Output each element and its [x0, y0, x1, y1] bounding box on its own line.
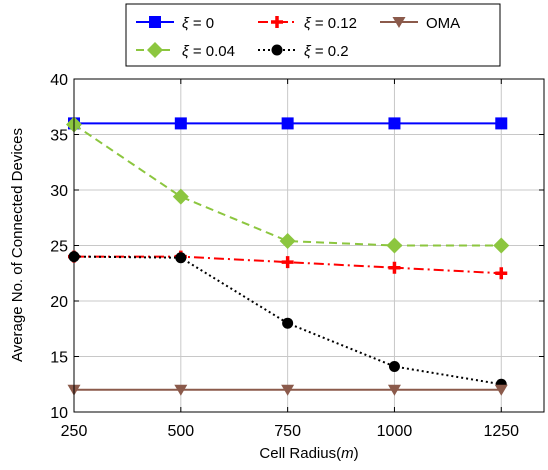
legend-label-text: OMA [426, 15, 460, 32]
legend-label-text: = 0 [189, 15, 214, 32]
legend-label: ξ = 0.2 [304, 43, 349, 60]
y-tick-label: 40 [50, 72, 68, 89]
y-tick-label: 15 [50, 350, 68, 367]
legend-box [125, 3, 501, 67]
series-line-3 [73, 255, 502, 386]
data-point [281, 117, 294, 130]
data-point [495, 267, 508, 280]
data-point [388, 360, 400, 372]
data-point [279, 233, 296, 250]
legend-marker [271, 44, 283, 56]
legend-label: OMA [426, 15, 460, 32]
y-axis-label: Average No. of Connected Devices [9, 128, 26, 362]
grid-lines [74, 79, 544, 412]
legend-label-symbol: ξ [304, 15, 312, 32]
data-point [282, 317, 294, 329]
legend-marker [271, 16, 283, 28]
x-tick-label: 500 [167, 423, 194, 440]
legend-marker [149, 16, 161, 28]
y-tick-label: 30 [50, 183, 68, 200]
data-point [174, 384, 188, 396]
legend-label-symbol: ξ [182, 43, 190, 60]
axis-ticks: 250 500 750 1000 1250 10 15 20 25 30 35 40 [50, 72, 544, 440]
data-point [281, 256, 294, 269]
data-point [495, 117, 508, 130]
x-tick-label: 250 [61, 423, 88, 440]
x-axis-label-unit: m [341, 445, 354, 462]
x-axis-label-text: Cell Radius( [259, 445, 341, 462]
data-point [387, 384, 401, 396]
y-tick-label: 25 [50, 239, 68, 256]
y-tick-label: 20 [50, 294, 68, 311]
x-axis-label-close: ) [354, 445, 359, 462]
data-point [172, 188, 189, 205]
legend-label-text: = 0.04 [189, 43, 235, 60]
x-tick-label: 1250 [483, 423, 519, 440]
data-point [175, 252, 187, 264]
x-tick-label: 750 [274, 423, 301, 440]
legend-label: ξ = 0.12 [304, 15, 357, 32]
data-point [388, 261, 401, 274]
series-line-1 [73, 123, 502, 247]
legend-marker [147, 42, 163, 58]
legend-marker [392, 17, 406, 28]
legend-label-symbol: ξ [304, 43, 312, 60]
legend-label-text: = 0.2 [311, 43, 349, 60]
legend-label: ξ = 0.04 [182, 43, 235, 60]
legend-label: ξ = 0 [182, 15, 214, 32]
y-tick-label: 10 [50, 405, 68, 422]
data-point [174, 117, 187, 130]
y-tick-label: 35 [50, 128, 68, 145]
data-point [388, 117, 401, 130]
data-point [386, 237, 403, 254]
legend-label-text: = 0.12 [311, 15, 357, 32]
legend-label-symbol: ξ [182, 15, 190, 32]
data-point [493, 237, 510, 254]
x-axis-label: Cell Radius(m) [259, 445, 358, 462]
data-point [281, 384, 295, 396]
x-tick-label: 1000 [377, 423, 413, 440]
data-point [494, 384, 508, 396]
